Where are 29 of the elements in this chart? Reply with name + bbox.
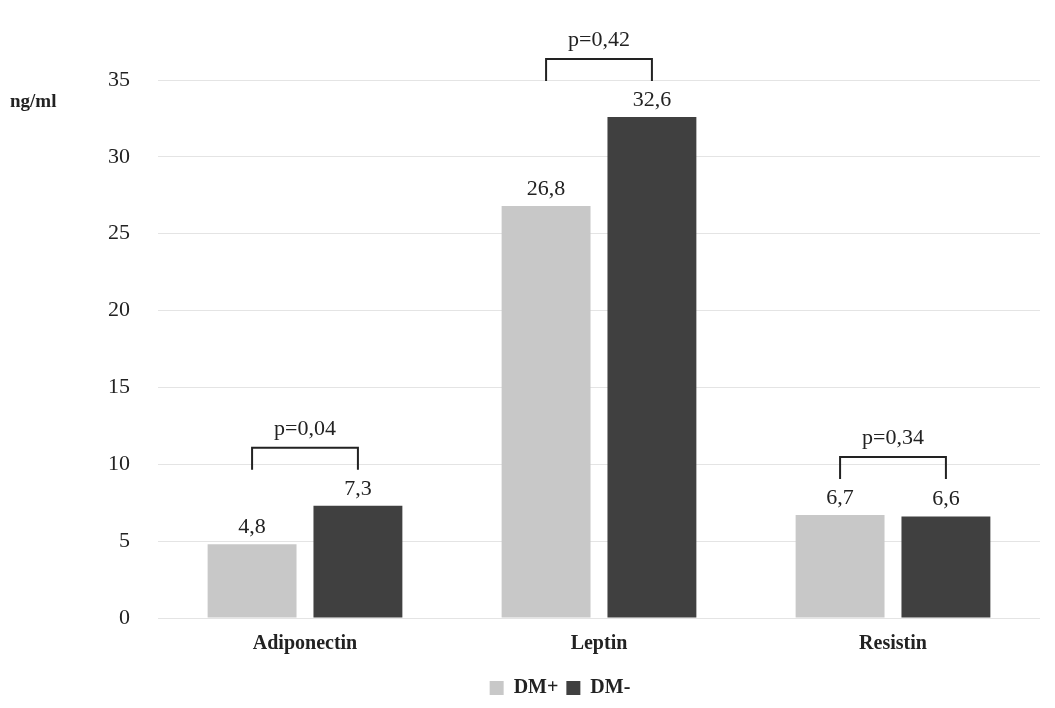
- bar: [501, 206, 591, 618]
- x-tick-label: Adiponectin: [252, 631, 358, 655]
- bar: [901, 516, 991, 618]
- y-tick-label: 5: [119, 526, 130, 552]
- y-tick-label: 30: [108, 142, 130, 168]
- y-tick-label: 0: [119, 603, 130, 629]
- bar: [313, 505, 403, 618]
- data-label: 7,3: [344, 474, 372, 500]
- text: p=0,42: [568, 25, 630, 51]
- y-tick-label: 35: [108, 65, 130, 91]
- x-tick-label: Leptin: [570, 631, 628, 655]
- annotation: p=0,34: [862, 423, 924, 449]
- bar: [607, 116, 697, 618]
- data-label: 6,7: [826, 483, 854, 509]
- bar: [795, 515, 885, 618]
- y-tick-label: 15: [108, 373, 130, 399]
- data-label: 32,6: [632, 85, 672, 111]
- y-axis-title: ng/ml: [10, 89, 57, 111]
- y-tick-label: 25: [108, 219, 130, 245]
- annotation: p=0,04: [274, 414, 336, 440]
- bar: [207, 544, 297, 618]
- legend-label: DM+: [513, 675, 559, 698]
- data-label: 26,8: [526, 174, 566, 200]
- x-tick-label: Resistin: [859, 631, 927, 654]
- legend-label: DM-: [590, 675, 631, 698]
- data-label: 4,8: [238, 513, 266, 538]
- data-label: 6,6: [932, 485, 960, 511]
- y-tick-label: 20: [108, 296, 130, 322]
- y-tick-label: 10: [108, 450, 130, 476]
